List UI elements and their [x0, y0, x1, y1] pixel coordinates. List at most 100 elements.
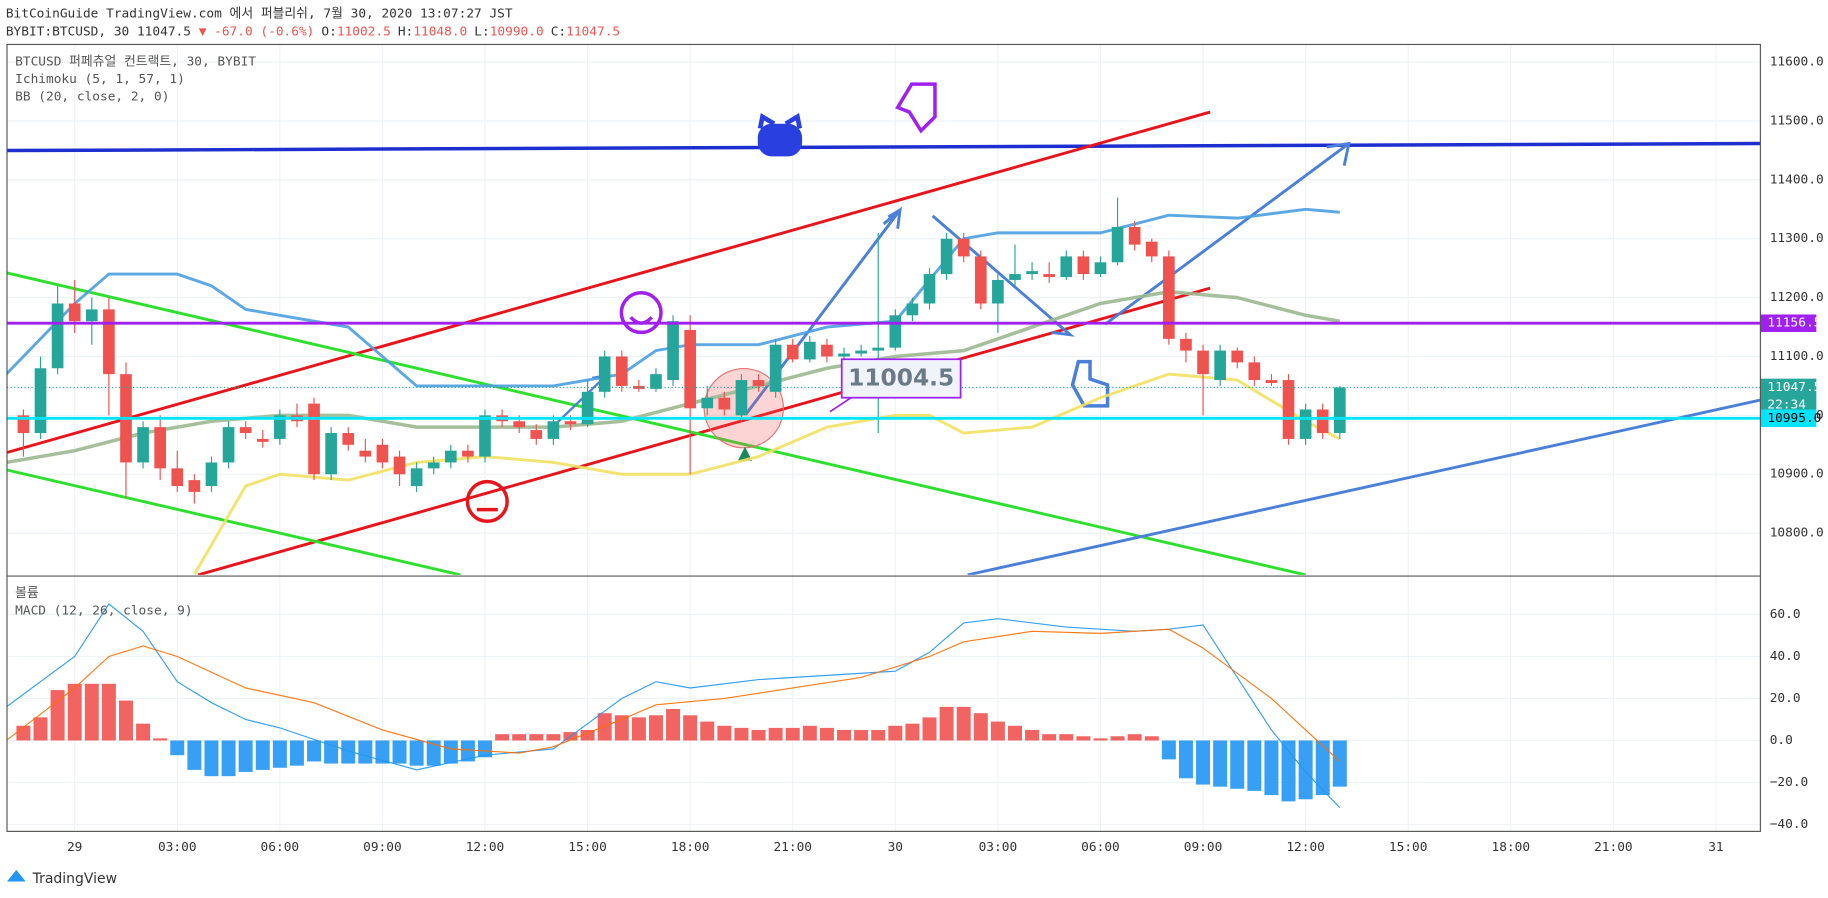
ohlc-value: 11047.5 [566, 24, 620, 39]
emoji-neutral [465, 479, 509, 524]
candle-body [1094, 262, 1107, 275]
candle-body [103, 309, 115, 375]
candle-body [1333, 387, 1346, 434]
hand-icon [895, 82, 937, 134]
histogram-bar [922, 717, 937, 741]
legend-entry: 볼륨 [15, 586, 39, 601]
histogram-bar [1247, 740, 1262, 791]
histogram-bar [1042, 734, 1057, 741]
histogram-bar [1298, 740, 1313, 800]
candle-body [342, 433, 355, 445]
candle-body [1145, 241, 1158, 257]
candle-body [1282, 380, 1295, 439]
candle-body [154, 427, 167, 469]
candle-body [376, 444, 389, 463]
legend-entry: MACD (12, 26, close, 9) [15, 604, 192, 619]
annotation-pointer [829, 396, 852, 413]
x-tick-label: 15:00 [1389, 840, 1428, 855]
candle-body [479, 415, 491, 457]
legend-entry: BB (20, close, 2, 0) [15, 89, 169, 104]
indicator-line [193, 372, 1341, 575]
histogram-bar [1161, 740, 1176, 760]
symbol: BYBIT:BTCUSD, 30 [6, 24, 129, 39]
candle-body [804, 341, 816, 360]
y-tick-label: 10900.0 [1770, 467, 1824, 482]
candle-body [581, 391, 594, 425]
x-tick-label: 21:00 [1594, 840, 1633, 855]
histogram-bar [1093, 738, 1108, 741]
candle-body [1214, 350, 1226, 381]
candle-body [615, 356, 628, 386]
y-tick-label: 11600.0 [1770, 55, 1824, 70]
candle-body [513, 421, 526, 428]
annotation: 11004.5 [829, 358, 962, 413]
annotation-text: 11004.5 [848, 365, 954, 392]
candle-body [1265, 380, 1278, 383]
histogram-bar [888, 725, 903, 741]
trend-line [6, 141, 1761, 153]
candle-body [923, 274, 936, 304]
histogram-bar [512, 734, 527, 741]
price-tag [1760, 314, 1817, 332]
candle-body [427, 462, 440, 469]
histogram-bar [631, 717, 646, 741]
x-tick-label: 31 [1708, 840, 1723, 855]
histogram-bar [1144, 736, 1159, 741]
candle-body [85, 309, 98, 322]
histogram-bar [495, 734, 510, 741]
histogram-bar [700, 721, 715, 741]
candle-body [171, 468, 184, 487]
candle-body [650, 374, 662, 389]
y-tick-label: −40.0 [1770, 817, 1809, 832]
emoji-cat [757, 123, 803, 157]
logo-icon [6, 869, 26, 882]
candle-body [410, 468, 423, 487]
x-tick-label: 09:00 [363, 840, 402, 855]
last: 11047.5 [137, 24, 191, 39]
candle-body [940, 238, 953, 275]
histogram-bar [614, 715, 629, 741]
histogram-bar [1059, 734, 1074, 741]
histogram-bar [1127, 734, 1142, 741]
quote-line: BYBIT:BTCUSD, 30 11047.5 ▼ -67.0 (-0.6%)… [6, 24, 620, 39]
indicator-line [6, 207, 1340, 388]
candle-body [633, 385, 645, 389]
y-tick-label: 20.0 [1770, 691, 1801, 706]
ohlc-value: 10990.0 [490, 24, 544, 39]
histogram-bar [529, 734, 544, 741]
candle-body [889, 315, 902, 348]
price-tag-label: 11156.5 [1767, 316, 1821, 331]
x-tick-label: 18:00 [1491, 840, 1530, 855]
candle-body [1009, 274, 1021, 280]
candle-body [68, 303, 81, 322]
y-tick-label: 40.0 [1770, 649, 1801, 664]
candle-body [667, 321, 679, 381]
candle-body [239, 427, 252, 434]
histogram-bar [67, 683, 82, 741]
candle-body [1163, 256, 1175, 339]
histogram-bar [1007, 725, 1022, 741]
histogram-bar [341, 740, 356, 764]
histogram-bar [871, 729, 886, 741]
axes: 10800.010900.011000.011100.011200.011300… [15, 54, 1824, 855]
footer-logo: TradingView [32, 871, 117, 887]
histogram-bar [375, 740, 390, 764]
histogram-bar [666, 708, 681, 741]
x-tick-label: 18:00 [671, 840, 710, 855]
histogram-bar [1281, 740, 1296, 802]
x-tick-label: 06:00 [1081, 840, 1120, 855]
candle-body [205, 462, 218, 487]
candle-body [547, 421, 560, 439]
histogram-bar [837, 729, 852, 741]
ohlc: O:11002.5 H:11048.0 L:10990.0 C:11047.5 [321, 24, 620, 39]
histogram-bar [819, 727, 834, 741]
histogram-bar [307, 740, 322, 762]
candle-body [188, 480, 201, 492]
x-tick-label: 12:00 [466, 840, 505, 855]
x-tick-label: 03:00 [979, 840, 1018, 855]
arrow [931, 214, 1075, 337]
candle-body [701, 397, 714, 409]
histogram-bar [1264, 740, 1279, 796]
ohlc-key: L: [474, 24, 489, 39]
candle-body [838, 353, 850, 357]
